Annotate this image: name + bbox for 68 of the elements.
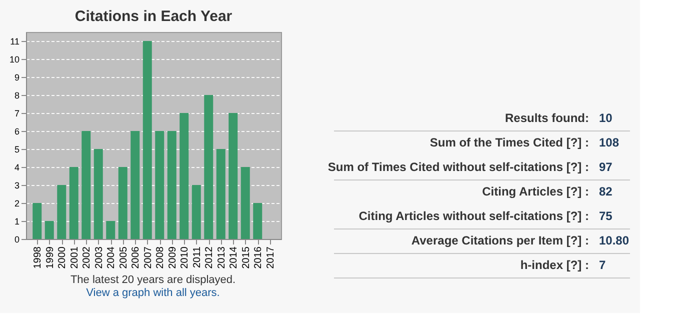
y-tick-label: 11 <box>10 36 20 46</box>
x-tick-label: 2013 <box>216 246 228 269</box>
bar <box>94 149 103 239</box>
bar <box>32 203 42 239</box>
x-tick-label: 2001 <box>69 246 80 269</box>
x-tick-label: 2000 <box>57 246 68 269</box>
y-tick-label: 9 <box>14 72 20 82</box>
bar <box>142 41 152 239</box>
text: h-index [?] : <box>520 258 589 272</box>
bar <box>204 95 214 239</box>
text: The latest 20 years are displayed. <box>70 274 236 286</box>
y-tick-label: 6 <box>14 126 20 136</box>
x-tick-label: 2016 <box>253 246 264 269</box>
bar <box>82 131 91 239</box>
bar <box>106 221 116 239</box>
x-tick-label: 2005 <box>118 246 130 269</box>
y-tick-label: 0 <box>14 234 20 244</box>
x-tick-label: 2004 <box>106 246 118 269</box>
x-tick-label: 2006 <box>130 246 142 269</box>
text: Citing Articles [?] : <box>482 184 589 198</box>
x-tick-label: 2007 <box>142 246 154 269</box>
text: 97 <box>599 160 613 174</box>
y-tick-label: 4 <box>14 162 20 172</box>
y-tick-label: 8 <box>14 90 20 100</box>
text: 75 <box>599 209 613 223</box>
bar <box>192 185 201 239</box>
text: Results found: <box>505 111 589 125</box>
bar <box>180 113 189 239</box>
bar <box>57 185 66 239</box>
y-tick-label: 7 <box>14 108 20 118</box>
x-tick-label: 1998 <box>32 246 44 269</box>
x-tick-label: 2012 <box>204 246 216 269</box>
y-tick-label: 1 <box>14 216 20 226</box>
y-tick-label: 2 <box>14 198 20 208</box>
x-tick-label: 2002 <box>82 246 93 269</box>
text: View a graph with all years. <box>86 287 220 299</box>
text: 82 <box>599 184 613 198</box>
x-tick-label: 2011 <box>192 246 203 268</box>
chart-title: Citations in Each Year <box>74 8 232 25</box>
x-tick-label: 2015 <box>240 246 252 269</box>
text: Sum of the Times Cited [?] : <box>430 136 589 150</box>
bar <box>130 131 140 239</box>
bar <box>216 149 226 239</box>
text: Citing Articles without self-citations [?] : <box>358 209 589 223</box>
x-tick-label: 2014 <box>228 246 240 269</box>
text: 108 <box>599 136 620 150</box>
bar <box>253 203 262 239</box>
x-tick-label: 1999 <box>44 246 56 269</box>
bar <box>118 167 128 239</box>
bar <box>228 113 238 239</box>
text: Average Citations per Item [?] : <box>411 234 589 248</box>
bar <box>44 221 54 239</box>
y-tick-label: 3 <box>14 180 20 190</box>
y-tick-label: 5 <box>14 144 20 154</box>
text: 10 <box>599 111 613 125</box>
x-tick-label: 2017 <box>265 246 276 269</box>
y-tick-label: 10 <box>9 54 20 64</box>
x-tick-label: 2008 <box>155 246 166 269</box>
bar <box>167 131 176 239</box>
bar <box>155 131 164 239</box>
x-tick-label: 2010 <box>180 246 191 269</box>
x-tick-label: 2003 <box>94 246 105 269</box>
x-tick-label: 2009 <box>167 246 178 269</box>
text: 7 <box>599 258 606 272</box>
text: 10.80 <box>599 234 630 248</box>
bar <box>69 167 78 239</box>
bar <box>240 167 250 239</box>
text: Sum of Times Cited without self-citations [?] : <box>328 160 589 174</box>
